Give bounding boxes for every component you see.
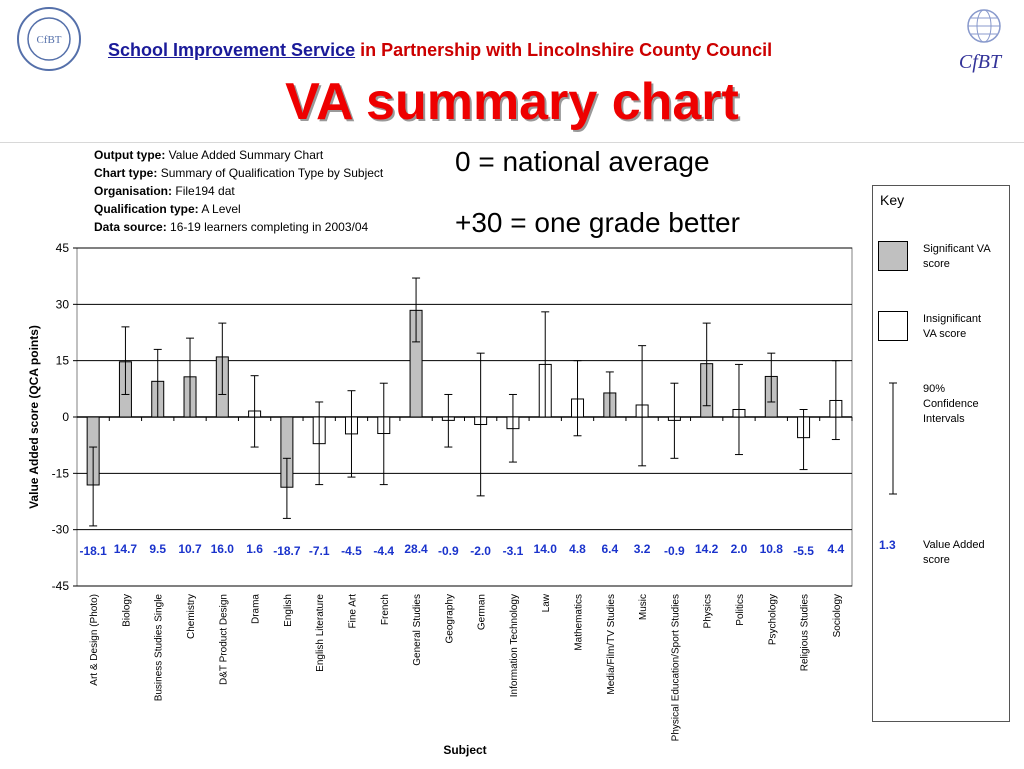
note-national-average: 0 = national average [455, 146, 710, 177]
data-label: -0.9 [664, 544, 685, 558]
key-significant-label: Significant VA score [923, 243, 991, 270]
x-tick-label: English [283, 594, 294, 627]
chart-metadata: Output type: Value Added Summary Chart C… [94, 146, 383, 236]
key-significant-swatch [878, 241, 908, 271]
data-label: 14.0 [534, 542, 558, 556]
logo-right-text: CfBT [959, 51, 1003, 73]
x-tick-label: Media/Film/TV Studies [606, 594, 617, 695]
x-tick-label: D&T Product Design [218, 594, 229, 685]
x-tick-label: Psychology [767, 594, 778, 645]
x-tick-label: Politics [735, 594, 746, 626]
x-tick-label: Biology [121, 594, 132, 627]
x-tick-label: Fine Art [347, 594, 358, 629]
seal-center-text: CfBT [36, 34, 61, 46]
globe-icon: CfBT [959, 9, 1003, 73]
header-service-link: School Improvement Service [108, 40, 356, 60]
x-tick-label: Music [638, 594, 649, 620]
y-tick-label: -30 [52, 523, 70, 537]
data-label: 16.0 [211, 542, 235, 556]
not-for-profit-seal-icon: CfBT [17, 7, 81, 71]
key-sample-value: 1.3 [879, 538, 896, 552]
chart-panel [0, 142, 1024, 769]
key-insignificant-swatch [878, 311, 908, 341]
y-tick-label: 45 [56, 241, 70, 255]
key-title: Key [880, 192, 905, 208]
data-label: 14.7 [114, 542, 138, 556]
x-tick-label: German [477, 594, 488, 630]
page-title: VA summary chart [285, 73, 739, 131]
data-label: 1.6 [246, 542, 263, 556]
x-tick-label: Mathematics [574, 594, 585, 651]
data-label: 9.5 [149, 542, 166, 556]
x-tick-label: Religious Studies [800, 594, 811, 671]
data-label: -18.1 [79, 544, 107, 558]
x-tick-label: Chemistry [186, 594, 197, 639]
x-tick-label: Drama [251, 594, 262, 624]
x-tick-label: General Studies [412, 594, 423, 666]
data-label: -4.4 [373, 544, 394, 558]
data-label: -7.1 [309, 544, 330, 558]
data-label: -18.7 [273, 544, 301, 558]
data-label: 4.4 [828, 542, 845, 556]
x-tick-label: French [380, 594, 391, 625]
data-label: 14.2 [695, 542, 719, 556]
meta-row: Chart type: Summary of Qualification Typ… [94, 166, 384, 180]
data-label: -0.9 [438, 544, 459, 558]
data-label: -4.5 [341, 544, 362, 558]
key-ci-icon [889, 382, 897, 495]
data-label: 10.7 [178, 542, 202, 556]
data-label: -3.1 [503, 544, 524, 558]
x-tick-label: Information Technology [509, 594, 520, 697]
data-label: 2.0 [731, 542, 748, 556]
data-label: 28.4 [404, 542, 428, 556]
data-label: 10.8 [760, 542, 784, 556]
meta-row: Data source: 16-19 learners completing i… [94, 220, 369, 234]
data-label: -2.0 [470, 544, 491, 558]
data-label: 6.4 [601, 542, 618, 556]
slide-header: School Improvement Service in Partnershi… [108, 40, 772, 61]
x-tick-label: Physics [703, 594, 714, 628]
x-tick-label: Sociology [832, 594, 843, 637]
x-tick-label: Physical Education/Sport Studies [670, 594, 681, 741]
x-axis-title: Subject [443, 743, 486, 757]
data-label: 4.8 [569, 542, 586, 556]
meta-row: Qualification type: A Level [94, 202, 241, 216]
meta-row: Organisation: File194 dat [94, 184, 235, 198]
chart-key: Key Significant VA score Insignificant V… [872, 185, 1010, 722]
data-label: -5.5 [793, 544, 814, 558]
y-tick-label: 30 [56, 297, 70, 311]
y-tick-label: -15 [52, 466, 70, 480]
key-insignificant-label: Insignificant VA score [923, 313, 982, 340]
key-ci-label: 90% Confidence Intervals [923, 383, 979, 425]
y-tick-label: 0 [62, 410, 69, 424]
key-value-label: Value Added score [923, 539, 985, 566]
data-label: 3.2 [634, 542, 651, 556]
note-grade-better: +30 = one grade better [455, 207, 740, 238]
meta-row: Output type: Value Added Summary Chart [94, 148, 324, 162]
y-axis-title: Value Added score (QCA points) [27, 325, 41, 509]
y-tick-label: 15 [56, 354, 70, 368]
x-tick-label: Business Studies Single [154, 594, 165, 702]
x-tick-label: Law [541, 593, 552, 612]
header-partnership: in Partnership with Lincolnshire County … [355, 40, 773, 60]
x-tick-label: English Literature [315, 594, 326, 672]
x-tick-label: Art & Design (Photo) [89, 594, 100, 686]
x-tick-label: Geography [444, 594, 455, 643]
y-tick-label: -45 [52, 579, 70, 593]
